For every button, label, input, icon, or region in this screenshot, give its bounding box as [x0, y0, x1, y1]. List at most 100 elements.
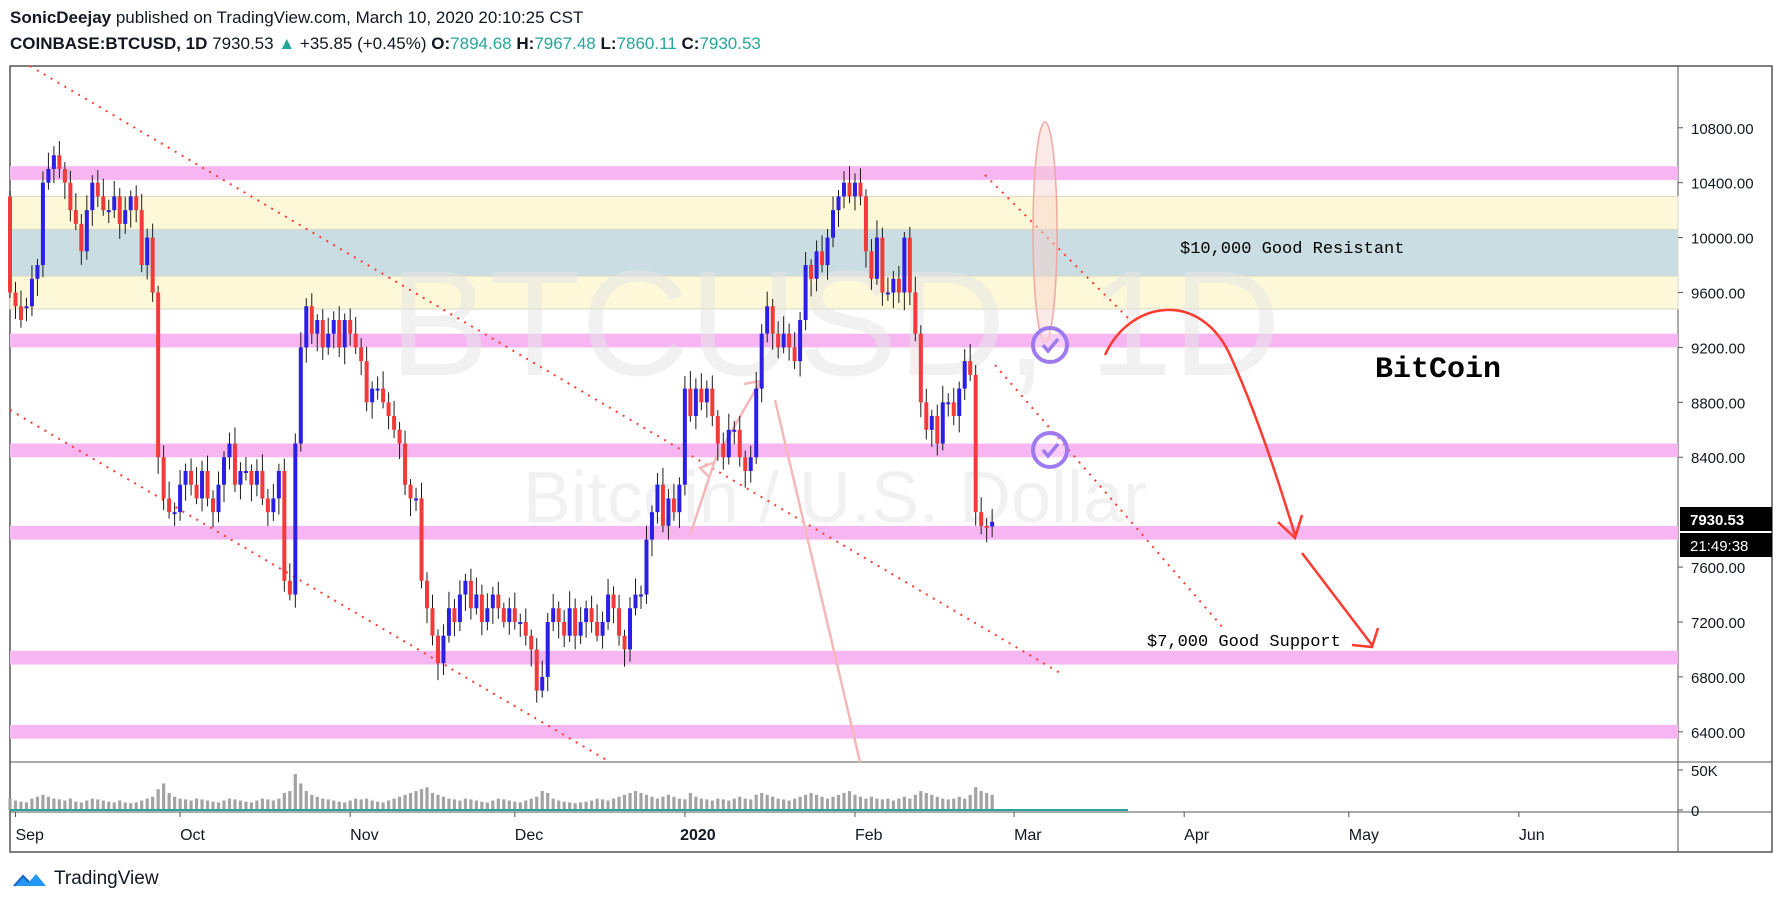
volume-bar	[535, 796, 539, 810]
volume-bar	[13, 800, 18, 810]
candle-up	[540, 676, 545, 691]
zone-pink	[10, 650, 1678, 665]
volume-bar	[694, 796, 698, 810]
candle-up	[326, 333, 331, 348]
candle-up	[885, 292, 890, 295]
candle-down	[348, 319, 353, 334]
candle-up	[183, 470, 188, 485]
volume-bar	[68, 798, 72, 810]
candle-up	[628, 608, 633, 650]
candle-down	[95, 182, 100, 197]
last-price-tag-text: 7930.53	[1690, 512, 1744, 529]
candle-up	[940, 402, 945, 444]
volume-bar	[672, 796, 676, 810]
zone-pink	[10, 724, 1678, 739]
volume-bar	[469, 799, 473, 810]
volume-bar	[990, 794, 994, 810]
symbol-label: COINBASE:BTCUSD, 1D	[10, 34, 208, 53]
volume-bar	[803, 794, 808, 810]
candle-down	[62, 168, 67, 183]
candle-down	[282, 470, 287, 581]
volume-bar	[299, 783, 303, 810]
watermark-name: Bitcoin / U.S. Dollar	[523, 458, 1147, 538]
open-value: 7894.68	[450, 34, 512, 53]
volume-bar	[52, 798, 56, 810]
candle-down	[858, 182, 863, 197]
volume-bar	[699, 798, 703, 810]
candle-up	[145, 237, 150, 266]
volume-bar	[403, 794, 407, 810]
candle-up	[584, 608, 589, 622]
candle-up	[370, 388, 375, 403]
volume-bar	[617, 796, 621, 810]
candle-down	[924, 402, 929, 430]
candle-up	[276, 470, 281, 499]
price-change: +35.85 (+0.45%)	[299, 34, 427, 53]
volume-bar	[255, 800, 259, 810]
time-tick-label: Dec	[515, 827, 543, 844]
candle-down	[287, 580, 292, 595]
candle-down	[534, 649, 539, 691]
candle-up	[798, 319, 803, 362]
candle-down	[792, 347, 797, 362]
highlight-ellipse	[1032, 121, 1058, 343]
volume-bar	[688, 792, 692, 810]
volume-bar	[513, 801, 517, 810]
volume-bar	[271, 800, 275, 810]
candle-up	[649, 512, 654, 540]
volume-bar	[392, 798, 396, 810]
volume-bar	[600, 799, 605, 810]
high-label: H:	[516, 34, 535, 53]
candle-up	[545, 621, 550, 677]
volume-bar	[145, 798, 149, 810]
zone-pink	[10, 333, 1678, 348]
volume-bar	[886, 798, 890, 810]
volume-bar	[957, 796, 961, 810]
high-value: 7967.48	[534, 34, 596, 53]
candle-down	[660, 484, 665, 526]
publisher-name[interactable]: SonicDeejay	[10, 8, 112, 27]
candle-down	[496, 594, 501, 609]
volume-bar	[930, 794, 934, 810]
volume-bar	[211, 801, 215, 810]
candle-up	[759, 333, 764, 389]
price-tick-label: 8800.00	[1691, 395, 1745, 412]
volume-bar	[315, 796, 319, 810]
candle-up	[51, 155, 56, 169]
tradingview-logo-icon	[13, 874, 46, 887]
volume-bar	[831, 796, 835, 810]
candle-down	[13, 292, 18, 307]
brand-label: TradingView	[54, 868, 159, 889]
price-tick-label: 10800.00	[1691, 121, 1754, 138]
candle-down	[430, 608, 435, 636]
volume-bar	[96, 799, 100, 810]
volume-bar	[474, 800, 478, 810]
candle-down	[468, 580, 473, 609]
volume-bar	[869, 796, 874, 810]
volume-bar	[447, 798, 451, 810]
price-chart[interactable]: BTCUSD, 1D Bitcoin / U.S. Dollar $10,000 G…	[0, 0, 1782, 860]
candle-down	[161, 457, 166, 499]
candle-up	[518, 621, 523, 624]
volume-bar	[288, 791, 292, 810]
countdown-tag	[1680, 533, 1772, 557]
volume-bar	[666, 794, 671, 810]
candle-up	[578, 621, 583, 636]
volume-bar	[24, 802, 29, 810]
candle-down	[397, 429, 402, 444]
time-tick-label: 2020	[680, 827, 716, 844]
volume-bar	[924, 792, 928, 810]
volume-bar	[162, 783, 166, 810]
tradingview-footer[interactable]: TradingView	[12, 868, 159, 890]
volume-bar	[233, 799, 237, 810]
candle-down	[973, 374, 978, 513]
volume-bar	[776, 798, 780, 810]
candle-down	[265, 498, 270, 513]
volume-bar	[639, 792, 643, 810]
candle-up	[754, 388, 759, 458]
forecast-drop	[1301, 552, 1373, 646]
candle-up	[836, 196, 841, 211]
forecast-arrow-head	[1277, 514, 1304, 541]
volume-bar	[842, 792, 846, 810]
candle-down	[913, 292, 918, 334]
